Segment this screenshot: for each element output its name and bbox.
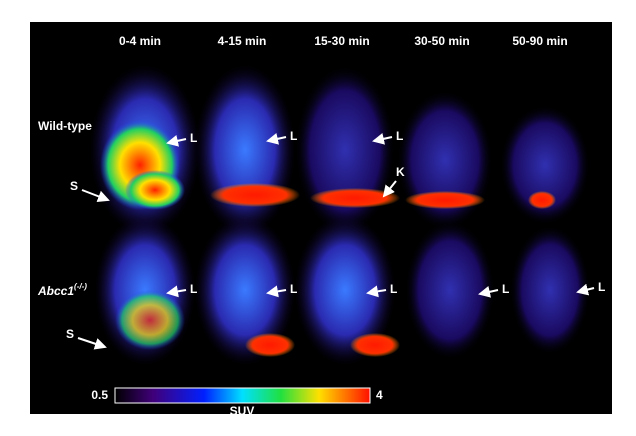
page: 0-4 min 4-15 min 15-30 min 30-50 min 50-… — [0, 0, 636, 436]
annotation: L — [598, 280, 605, 294]
annotation: L — [290, 282, 297, 296]
annotation: L — [190, 282, 197, 296]
annotation: L — [390, 282, 397, 296]
column-header: 15-30 min — [314, 34, 369, 48]
colorbar — [115, 388, 370, 403]
colorbar-max: 4 — [376, 388, 383, 402]
column-header: 0-4 min — [119, 34, 161, 48]
row-label: Wild-type — [38, 119, 92, 133]
row-label-superscript: (-/-) — [74, 282, 87, 291]
colorbar-min: 0.5 — [91, 388, 108, 402]
colorbar-title: SUV — [230, 404, 255, 418]
annotation: L — [290, 129, 297, 143]
annotation: K — [396, 165, 405, 179]
annotation: S — [70, 179, 78, 193]
column-header: 4-15 min — [218, 34, 267, 48]
annotation: L — [502, 282, 509, 296]
column-header: 30-50 min — [414, 34, 469, 48]
column-header: 50-90 min — [512, 34, 567, 48]
figure: 0-4 min 4-15 min 15-30 min 30-50 min 50-… — [0, 0, 636, 436]
annotation: L — [190, 131, 197, 145]
annotation: L — [396, 129, 403, 143]
annotation: S — [66, 327, 74, 341]
row-label-name: Abcc1 — [37, 284, 74, 298]
